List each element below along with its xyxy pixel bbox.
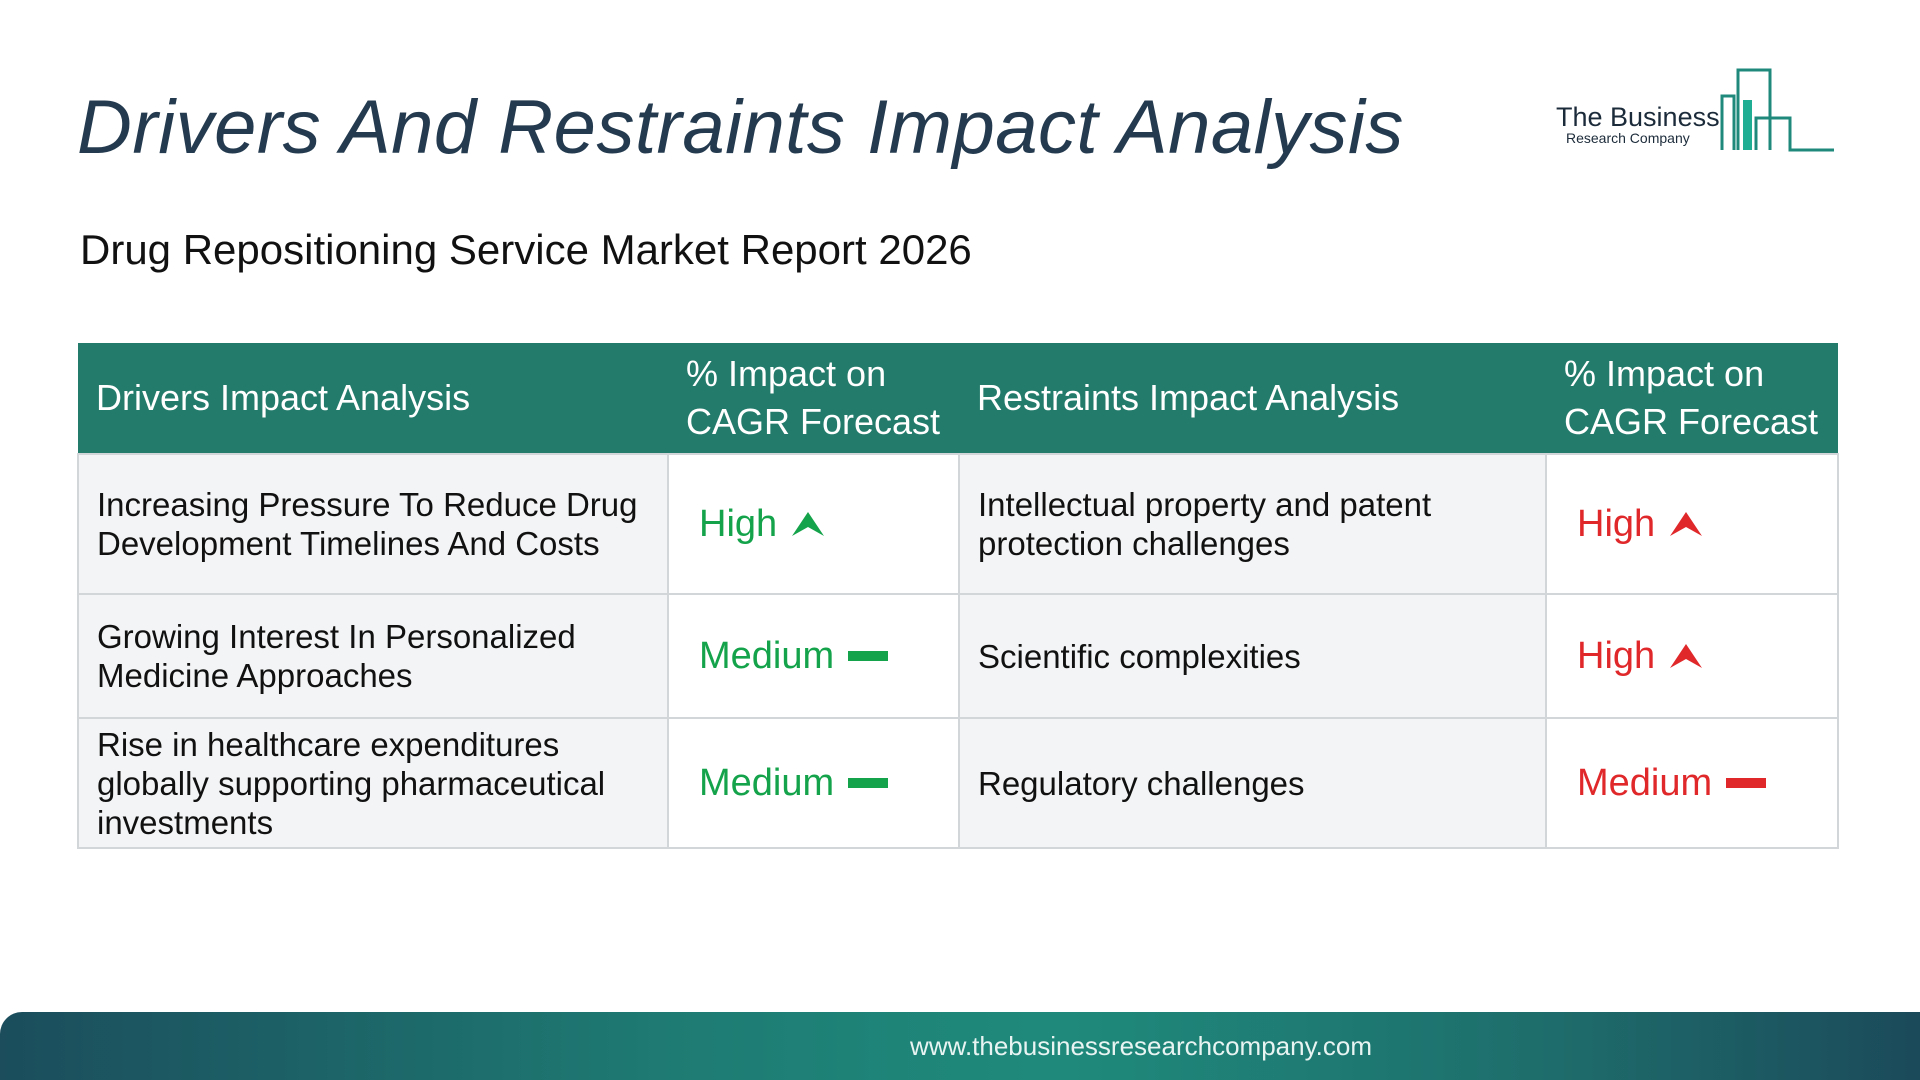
table-row: Growing Interest In Personalized Medicin…: [77, 593, 1839, 719]
restraint-cell: Intellectual property and patent protect…: [958, 453, 1547, 595]
driver-impact-cell: Medium: [667, 717, 960, 849]
restraint-impact-cell: High: [1545, 593, 1839, 719]
website-link[interactable]: www.thebusinessresearchcompany.com: [910, 1031, 1372, 1061]
restraint-impact-level: Medium: [1577, 761, 1713, 804]
restraint-cell: Scientific complexities: [958, 593, 1547, 719]
driver-cell: Increasing Pressure To Reduce Drug Devel…: [77, 453, 669, 595]
restraints-impact-header: % Impact on CAGR Forecast: [1546, 343, 1838, 454]
impact-table: Drivers Impact Analysis % Impact on CAGR…: [77, 343, 1839, 849]
drivers-header: Drivers Impact Analysis: [78, 343, 668, 454]
driver-impact-cell: Medium: [667, 593, 960, 719]
driver-cell: Rise in healthcare expenditures globally…: [77, 717, 669, 849]
table-row: Increasing Pressure To Reduce Drug Devel…: [77, 453, 1839, 595]
company-logo: The Business Research Company: [1552, 66, 1836, 156]
dash-icon: [848, 651, 889, 661]
restraint-impact-cell: High: [1545, 453, 1839, 595]
restraint-impact-cell: Medium: [1545, 717, 1839, 849]
up-arrow-icon: [1670, 512, 1703, 536]
restraint-impact-level: High: [1577, 634, 1656, 677]
driver-impact-level: Medium: [699, 634, 835, 677]
table-row: Rise in healthcare expenditures globally…: [77, 717, 1839, 849]
table-header-row: Drivers Impact Analysis % Impact on CAGR…: [78, 343, 1838, 454]
report-subtitle: Drug Repositioning Service Market Report…: [80, 226, 972, 273]
driver-impact-level: High: [699, 502, 778, 545]
building-chart-icon: [1720, 68, 1834, 152]
restraint-cell: Regulatory challenges: [958, 717, 1547, 849]
up-arrow-icon: [1670, 644, 1703, 668]
driver-cell: Growing Interest In Personalized Medicin…: [77, 593, 669, 719]
page-title: Drivers And Restraints Impact Analysis: [77, 85, 1404, 170]
dash-icon: [1726, 778, 1767, 788]
dash-icon: [848, 778, 889, 788]
logo-subtitle: Research Company: [1566, 130, 1690, 146]
restraint-impact-level: High: [1577, 502, 1656, 545]
drivers-impact-header: % Impact on CAGR Forecast: [668, 343, 959, 454]
restraints-header: Restraints Impact Analysis: [959, 343, 1546, 454]
driver-impact-level: Medium: [699, 761, 835, 804]
driver-impact-cell: High: [667, 453, 960, 595]
footer-bar: www.thebusinessresearchcompany.com: [0, 1012, 1920, 1080]
up-arrow-icon: [792, 512, 825, 536]
logo-name: The Business: [1556, 102, 1720, 132]
